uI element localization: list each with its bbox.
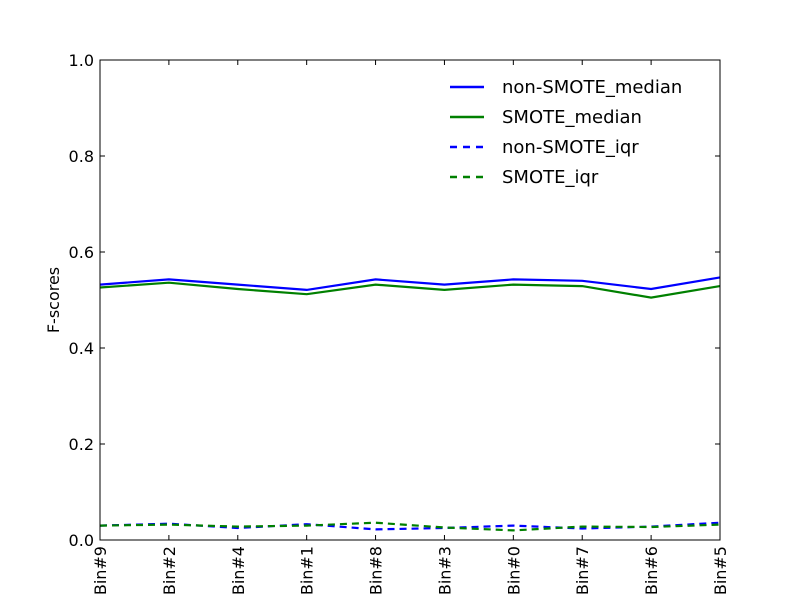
y-tick-label: 0.8	[69, 147, 94, 166]
plot-frame	[99, 59, 721, 541]
x-tick-label: Bin#5	[711, 546, 730, 595]
legend-label: non-SMOTE_median	[502, 77, 682, 98]
legend-label: non-SMOTE_iqr	[502, 137, 639, 158]
x-tick-label: Bin#8	[367, 546, 386, 595]
y-tick-label: 0.4	[69, 339, 94, 358]
x-tick-label: Bin#7	[573, 546, 592, 595]
x-tick-label: Bin#9	[91, 546, 110, 595]
legend-label: SMOTE_median	[502, 107, 642, 128]
series-line	[99, 521, 721, 531]
y-tick-label: 0.2	[69, 435, 94, 454]
x-tick-label: Bin#6	[642, 546, 661, 595]
legend-label: SMOTE_iqr	[502, 167, 599, 188]
series-line	[99, 281, 721, 299]
y-tick-label: 1.0	[69, 51, 94, 70]
series-line	[99, 521, 721, 532]
x-tick-label: Bin#2	[160, 546, 179, 595]
legend: non-SMOTE_median SMOTE_median non-SMOTE_iq…	[450, 77, 682, 188]
series-line	[99, 276, 721, 292]
series-lines	[99, 276, 721, 532]
x-tick-label: Bin#0	[504, 546, 523, 595]
y-tick-label: 0.6	[69, 243, 94, 262]
x-tick-label: Bin#3	[435, 546, 454, 595]
x-tick-label: Bin#1	[298, 546, 317, 595]
x-tick-label: Bin#4	[229, 546, 248, 595]
y-axis-label: F-scores	[44, 267, 63, 333]
y-axis-ticks: 0.0 0.2 0.4 0.6 0.8 1.0	[69, 51, 720, 550]
y-tick-label: 0.0	[69, 531, 94, 550]
